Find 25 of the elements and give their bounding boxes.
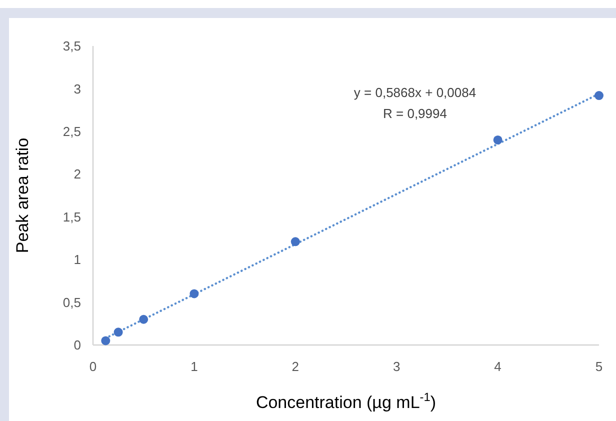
annotation: R = 0,9994	[383, 106, 447, 121]
y-axis-title: Peak area ratio	[13, 138, 32, 254]
y-tick-label: 0	[74, 338, 81, 353]
y-tick-label: 2	[74, 166, 81, 182]
point	[139, 314, 148, 324]
y-tick-label: 3	[74, 81, 81, 96]
y-tick-label: 2,5	[62, 124, 81, 139]
point	[594, 91, 604, 100]
x-tick-label: 0	[89, 359, 97, 374]
x-tick-label: 2	[292, 359, 300, 374]
point	[190, 289, 199, 298]
x-tick-label: 4	[494, 359, 502, 374]
x-tick-label: 5	[595, 359, 603, 374]
x-tick-label: 1	[190, 359, 198, 374]
point	[290, 237, 300, 246]
annotation: y = 0,5868x + 0,0084	[354, 85, 476, 100]
point	[101, 336, 110, 346]
y-tick-label: 1,5	[62, 209, 81, 224]
y-tick-label: 3,5	[62, 38, 81, 54]
point	[493, 135, 502, 144]
x-tick-label: 3	[392, 359, 400, 374]
point	[114, 328, 123, 337]
x-axis-title: Concentration (µg mL$^{-1}$)	[256, 390, 436, 412]
y-tick-label: 1	[74, 252, 81, 268]
y-tick-label: 0,5	[62, 294, 81, 310]
